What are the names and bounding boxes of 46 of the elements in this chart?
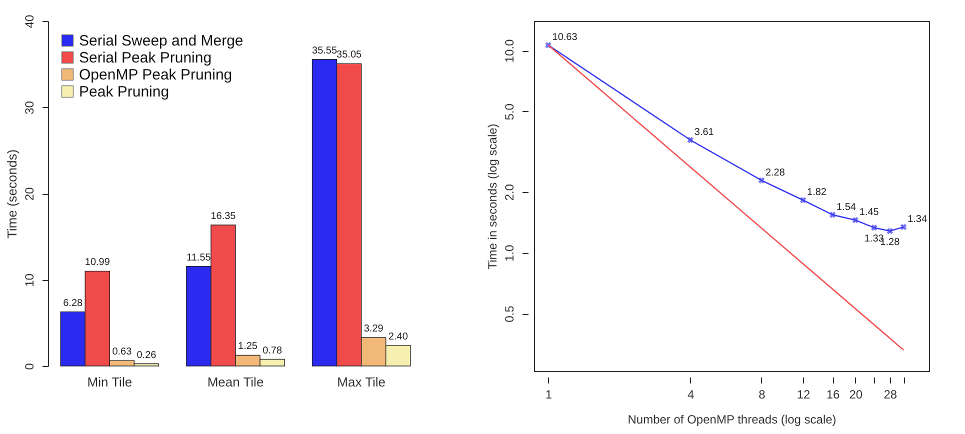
- data-label: 1.25: [238, 341, 258, 352]
- data-label: 6.28: [63, 298, 84, 309]
- y-tick-label: 10: [22, 273, 36, 287]
- y-tick-label: 20: [22, 187, 36, 201]
- x-tick-label: 4: [688, 388, 695, 402]
- x-tick-label: 16: [826, 388, 840, 402]
- data-label: 16.35: [210, 210, 236, 222]
- y-tick-label: 1.0: [502, 244, 516, 262]
- data-label: 0.78: [262, 345, 282, 356]
- x-tick-label: 8: [758, 388, 766, 402]
- y-tick-label: 0.5: [502, 305, 516, 322]
- data-label: 35.05: [336, 50, 362, 61]
- data-label: 0.26: [136, 350, 157, 361]
- y-axis-title: Time (seconds): [4, 149, 20, 239]
- y-tick-label: 0: [22, 362, 36, 370]
- x-tick-label: 20: [849, 388, 863, 402]
- legend-label: Serial Sweep and Merge: [79, 32, 244, 50]
- x-tick-label: Max Tile: [337, 374, 386, 390]
- data-label: 0.63: [112, 346, 132, 358]
- data-label: 1.54: [836, 202, 856, 213]
- y-tick-label: 40: [22, 14, 36, 28]
- data-label: 10.99: [84, 257, 110, 268]
- legend-label: Serial Peak Pruning: [79, 50, 212, 66]
- legend-label: OpenMP Peak Pruning: [79, 66, 232, 84]
- data-label: 1.45: [859, 207, 880, 218]
- data-label: 2.40: [388, 331, 408, 342]
- y-tick-label: 2.0: [502, 184, 516, 201]
- data-label: 11.55: [186, 252, 212, 264]
- x-tick-label: Mean Tile: [207, 374, 264, 390]
- y-tick-label: 5.0: [502, 103, 516, 120]
- x-tick-label: 28: [884, 388, 898, 402]
- data-label: 2.28: [765, 167, 786, 178]
- legend-label: Peak Pruning: [79, 84, 170, 100]
- data-label: 1.82: [807, 187, 827, 198]
- x-tick-label: 1: [545, 388, 552, 402]
- data-label: 35.55: [312, 45, 338, 56]
- data-label: 3.61: [694, 127, 714, 138]
- data-label: 1.34: [908, 214, 928, 226]
- data-label: 3.29: [364, 324, 384, 335]
- y-tick-label: 30: [22, 100, 36, 114]
- x-tick-label: 12: [796, 388, 811, 402]
- y-axis-title: Time in seconds (log scale): [486, 124, 500, 270]
- x-tick-label: Min Tile: [87, 374, 132, 390]
- y-tick-label: 10.0: [502, 39, 516, 63]
- data-label: 10.63: [552, 32, 578, 44]
- x-axis-title: Number of OpenMP threads (log scale): [628, 412, 836, 426]
